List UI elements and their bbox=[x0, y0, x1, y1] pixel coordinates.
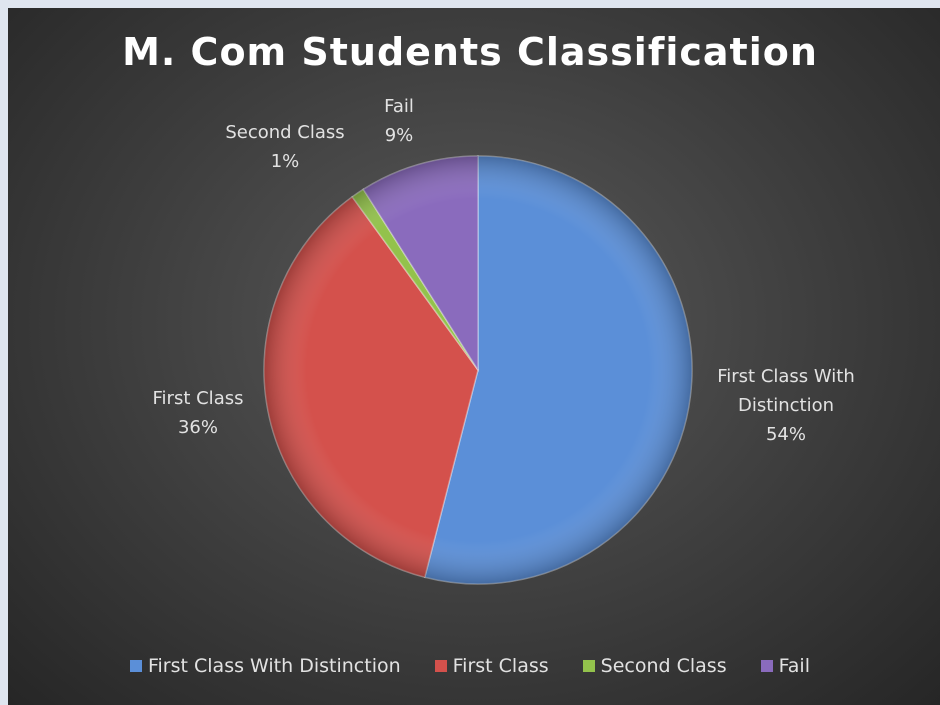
legend-item: First Class With Distinction bbox=[129, 655, 401, 677]
chart-title: M. Com Students Classification bbox=[122, 30, 818, 74]
legend-label: Second Class bbox=[600, 655, 727, 677]
legend-label: First Class bbox=[452, 655, 549, 677]
data-label: Fail 9% bbox=[359, 92, 439, 150]
legend-item: Fail bbox=[760, 655, 810, 677]
legend: First Class With Distinction First Class S… bbox=[0, 655, 940, 677]
data-label-value: 1% bbox=[270, 151, 300, 172]
data-label-category: Second Class bbox=[225, 122, 345, 143]
data-label-category: Fail bbox=[384, 96, 414, 117]
legend-label: Fail bbox=[778, 655, 810, 677]
data-label: First Class 36% bbox=[128, 384, 268, 442]
data-label-value: 54% bbox=[765, 424, 806, 445]
data-label: Second Class 1% bbox=[210, 118, 360, 176]
legend-item: Second Class bbox=[582, 655, 727, 677]
data-label-category: First Class With Distinction bbox=[717, 366, 855, 416]
data-label-value: 36% bbox=[177, 417, 218, 438]
data-label-category: First Class bbox=[152, 388, 244, 409]
legend-swatch bbox=[434, 660, 447, 672]
legend-label: First Class With Distinction bbox=[147, 655, 401, 677]
legend-swatch bbox=[760, 660, 773, 672]
data-label: First Class With Distinction 54% bbox=[696, 362, 876, 449]
legend-swatch bbox=[129, 660, 142, 672]
data-label-value: 9% bbox=[384, 125, 414, 146]
legend-swatch bbox=[582, 660, 595, 672]
legend-item: First Class bbox=[434, 655, 549, 677]
